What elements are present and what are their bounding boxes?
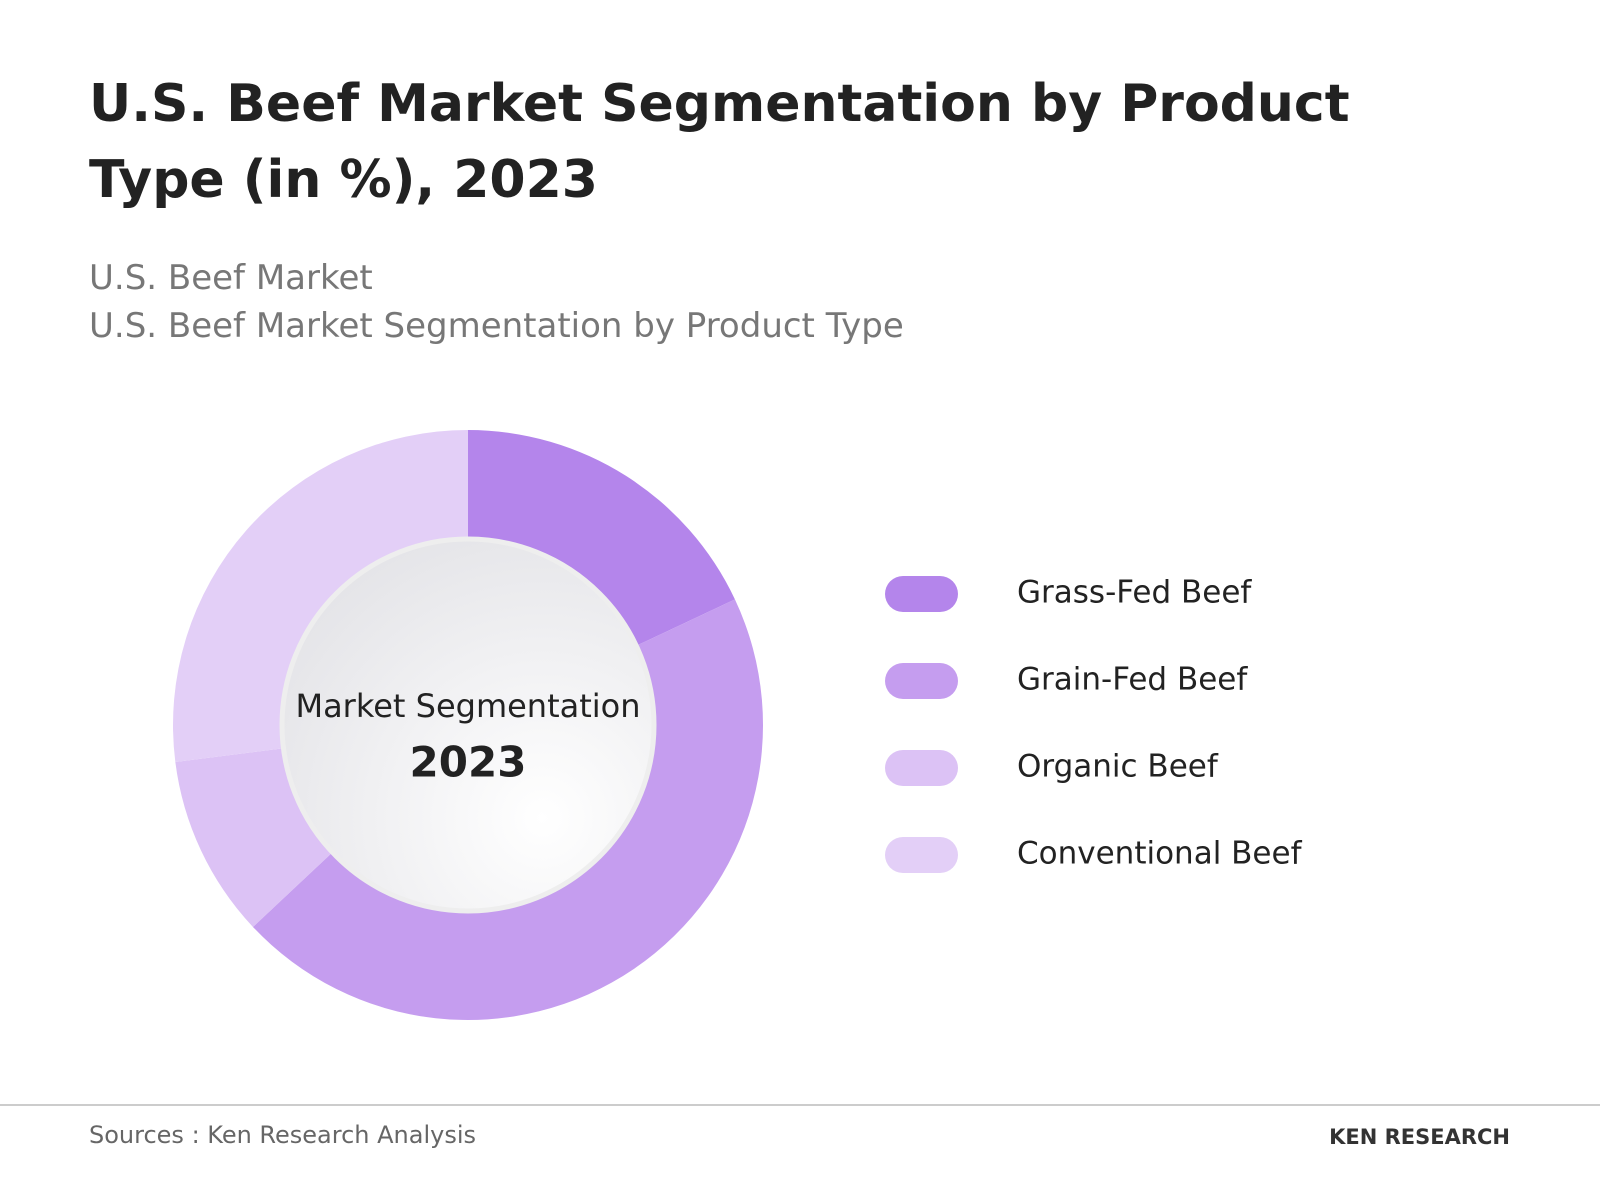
donut [172, 430, 763, 1020]
chart-title: U.S. Beef Market Segmentation by Product… [89, 74, 1350, 210]
subtitle: U.S. Beef Market Segmentation by Product… [89, 306, 904, 346]
subtitle: U.S. Beef Market [89, 258, 373, 298]
center-disc [279, 536, 657, 914]
donut-slice [468, 430, 735, 647]
legend-label: Grass-Fed Beef [1017, 575, 1252, 611]
source: Sources : Ken Research Analysis [89, 1121, 476, 1149]
legend-label: Conventional Beef [1017, 836, 1303, 872]
legend-swatch [885, 663, 958, 699]
legend: Grass-Fed Beef Grain-Fed Beef Organic Beef… [885, 575, 1303, 873]
legend-swatch [885, 750, 958, 786]
center-year: 2023 [410, 738, 527, 787]
legend-swatch [885, 576, 958, 612]
donut-slice [172, 430, 468, 762]
center-label: Market Segmentation [295, 687, 640, 725]
donut-slice [252, 599, 763, 1020]
legend-swatch [885, 837, 958, 873]
legend-label: Organic Beef [1017, 749, 1219, 785]
logo: KEN RESEARCH [1329, 1125, 1510, 1149]
legend-label: Grain-Fed Beef [1017, 662, 1248, 698]
